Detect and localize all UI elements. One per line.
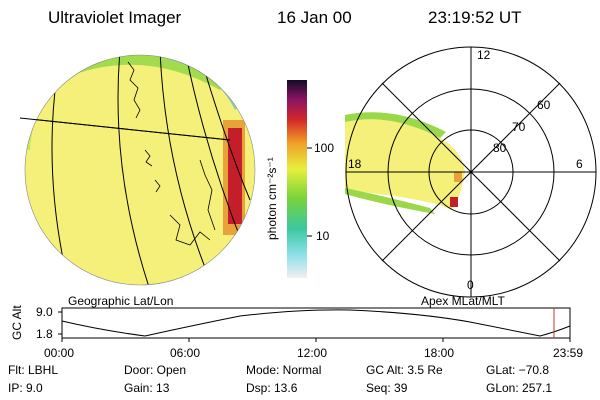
timeline-xtick-1800: 18:00 — [424, 346, 455, 360]
ip-info: IP: 9.0 — [8, 381, 43, 395]
mlat-label-70: 70 — [512, 120, 526, 134]
colorbar-tick-10: 10 — [316, 229, 330, 243]
glat-info: GLat: −70.8 — [486, 363, 550, 377]
gain-info: Gain: 13 — [124, 381, 170, 395]
mlat-label-80: 80 — [493, 141, 507, 155]
door-info: Door: Open — [124, 363, 187, 377]
apex-caption: Apex MLat/MLT — [421, 294, 505, 308]
gc-alt-info: GC Alt: 3.5 Re — [366, 363, 443, 377]
timeline-ytick-1_8: 1.8 — [36, 327, 53, 341]
glon-info: GLon: 257.1 — [486, 381, 553, 395]
timeline-axis-label: GC Alt — [10, 305, 24, 340]
sequence-info: Seq: 39 — [366, 381, 408, 395]
filter-info: Flt: LBHL — [8, 363, 59, 377]
mlat-label-60: 60 — [537, 98, 551, 112]
date-label: 16 Jan 00 — [277, 8, 352, 27]
timeline-ytick-9: 9.0 — [36, 305, 53, 319]
instrument-title: Ultraviolet Imager — [48, 8, 182, 27]
geographic-caption: Geographic Lat/Lon — [68, 294, 174, 308]
timeline-xtick-2359: 23:59 — [553, 346, 584, 360]
timeline-xtick-0000: 00:00 — [44, 346, 75, 360]
timeline-xtick-0600: 06:00 — [170, 346, 201, 360]
time-label: 23:19:52 UT — [428, 8, 522, 27]
mlt-label-12: 12 — [477, 48, 491, 62]
colorbar-tick-100: 100 — [314, 141, 335, 155]
timeline-xtick-1200: 12:00 — [297, 346, 328, 360]
dsp-info: Dsp: 13.6 — [246, 381, 298, 395]
mlt-label-0: 0 — [467, 278, 474, 292]
mode-info: Mode: Normal — [246, 363, 322, 377]
mlt-label-6: 6 — [576, 157, 583, 171]
mlt-label-18: 18 — [348, 157, 362, 171]
